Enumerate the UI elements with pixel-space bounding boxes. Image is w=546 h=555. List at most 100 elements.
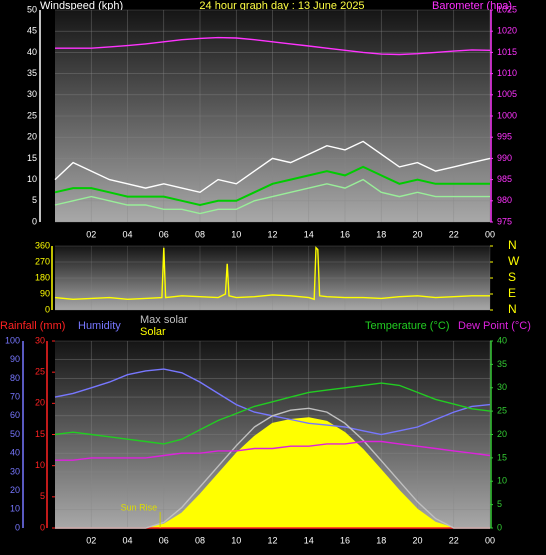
series-line [54, 178, 490, 215]
series-label: Max solar [140, 314, 188, 326]
y2-tick-label: 1020 [497, 26, 517, 36]
series-line [54, 165, 490, 207]
y-tick-label: 100 [5, 335, 20, 345]
barometer-axis-title: Barometer (hpa) [432, 0, 512, 12]
x-tick-label: 18 [376, 229, 386, 239]
y3-tick-label: 30 [35, 335, 45, 345]
y2-tick-label: 985 [497, 174, 512, 184]
y3-tick-label: 20 [35, 398, 45, 408]
y3-tick-label: 5 [40, 491, 45, 501]
y2-tick-label: 5 [497, 499, 502, 509]
x-tick-label: 12 [267, 229, 277, 239]
y-tick-label: 0 [45, 304, 50, 314]
y2-tick-label: 1005 [497, 89, 517, 99]
y2-tick-label: 15 [497, 452, 507, 462]
x-tick-label: 20 [412, 229, 422, 239]
x-tick-label: 02 [86, 535, 96, 545]
y-tick-label: 60 [10, 410, 20, 420]
y-tick-label: 20 [10, 485, 20, 495]
y-tick-label: 80 [10, 373, 20, 383]
y-tick-label: 270 [35, 256, 50, 266]
x-tick-label: 00 [485, 535, 495, 545]
y-tick-label: 70 [10, 391, 20, 401]
y-tick-label: 40 [27, 47, 37, 57]
y2-tick-label: N [508, 238, 517, 252]
y-tick-label: 45 [27, 26, 37, 36]
x-tick-label: 00 [485, 229, 495, 239]
y2-tick-label: 10 [497, 476, 507, 486]
x-tick-label: 18 [376, 535, 386, 545]
y-tick-label: 90 [40, 288, 50, 298]
y2-tick-label: 30 [497, 382, 507, 392]
x-tick-label: 16 [340, 535, 350, 545]
x-tick-label: 14 [304, 535, 314, 545]
y-tick-label: 90 [10, 354, 20, 364]
x-tick-label: 10 [231, 229, 241, 239]
x-tick-label: 06 [159, 535, 169, 545]
y-tick-label: 0 [15, 522, 20, 532]
y-tick-label: 25 [27, 110, 37, 120]
x-tick-label: 04 [122, 229, 132, 239]
x-tick-label: 02 [86, 229, 96, 239]
x-tick-label: 22 [449, 535, 459, 545]
y3-tick-label: 25 [35, 367, 45, 377]
series-line [54, 140, 491, 194]
wind-axis-title: Windspeed (kph) [40, 0, 123, 12]
y3-tick-label: 15 [35, 429, 45, 439]
series-label: Temperature (°C) [365, 320, 449, 332]
x-tick-label: 08 [195, 535, 205, 545]
y2-tick-label: N [508, 302, 517, 316]
x-tick-label: 12 [267, 535, 277, 545]
y-tick-label: 5 [32, 195, 37, 205]
y-tick-label: 0 [32, 216, 37, 226]
y2-tick-label: 995 [497, 132, 512, 142]
y-tick-label: 10 [10, 504, 20, 514]
series-line [55, 36, 491, 56]
series-line [54, 382, 491, 445]
series-line [55, 440, 491, 461]
y-tick-label: 30 [27, 89, 37, 99]
y2-tick-label: 990 [497, 153, 512, 163]
annotation: Sun Rise [121, 502, 158, 512]
x-tick-label: 08 [195, 229, 205, 239]
chart-title: 24 hour graph day : 13 June 2025 [199, 0, 364, 12]
y2-tick-label: W [508, 254, 520, 268]
y-tick-label: 20 [27, 132, 37, 142]
y-tick-label: 35 [27, 68, 37, 78]
y2-tick-label: 20 [497, 429, 507, 439]
series-label: Rainfall (mm) [0, 320, 65, 332]
x-tick-label: 22 [449, 229, 459, 239]
y2-tick-label: 0 [497, 522, 502, 532]
x-tick-label: 14 [304, 229, 314, 239]
y-tick-label: 50 [27, 4, 37, 14]
series-label: Humidity [78, 320, 121, 332]
y-tick-label: 50 [10, 429, 20, 439]
y-tick-label: 40 [10, 448, 20, 458]
y3-tick-label: 0 [40, 522, 45, 532]
y-tick-label: 360 [35, 240, 50, 250]
y2-tick-label: 35 [497, 359, 507, 369]
y3-tick-label: 10 [35, 460, 45, 470]
y2-tick-label: 1025 [497, 4, 517, 14]
y-tick-label: 10 [27, 174, 37, 184]
series-label: Solar [140, 326, 166, 338]
x-tick-label: 20 [412, 535, 422, 545]
y2-tick-label: 975 [497, 216, 512, 226]
y-tick-label: 30 [10, 466, 20, 476]
x-tick-label: 16 [340, 229, 350, 239]
y2-tick-label: 980 [497, 195, 512, 205]
y2-tick-label: E [508, 286, 516, 300]
x-tick-label: 04 [122, 535, 132, 545]
y2-tick-label: 40 [497, 335, 507, 345]
y2-tick-label: 25 [497, 406, 507, 416]
y2-tick-label: 1015 [497, 47, 517, 57]
x-tick-label: 06 [159, 229, 169, 239]
series-line [55, 407, 490, 529]
x-tick-label: 10 [231, 535, 241, 545]
series-label: Dew Point (°C) [458, 320, 531, 332]
y2-tick-label: S [508, 270, 516, 284]
y-tick-label: 180 [35, 272, 50, 282]
y2-tick-label: 1000 [497, 110, 517, 120]
